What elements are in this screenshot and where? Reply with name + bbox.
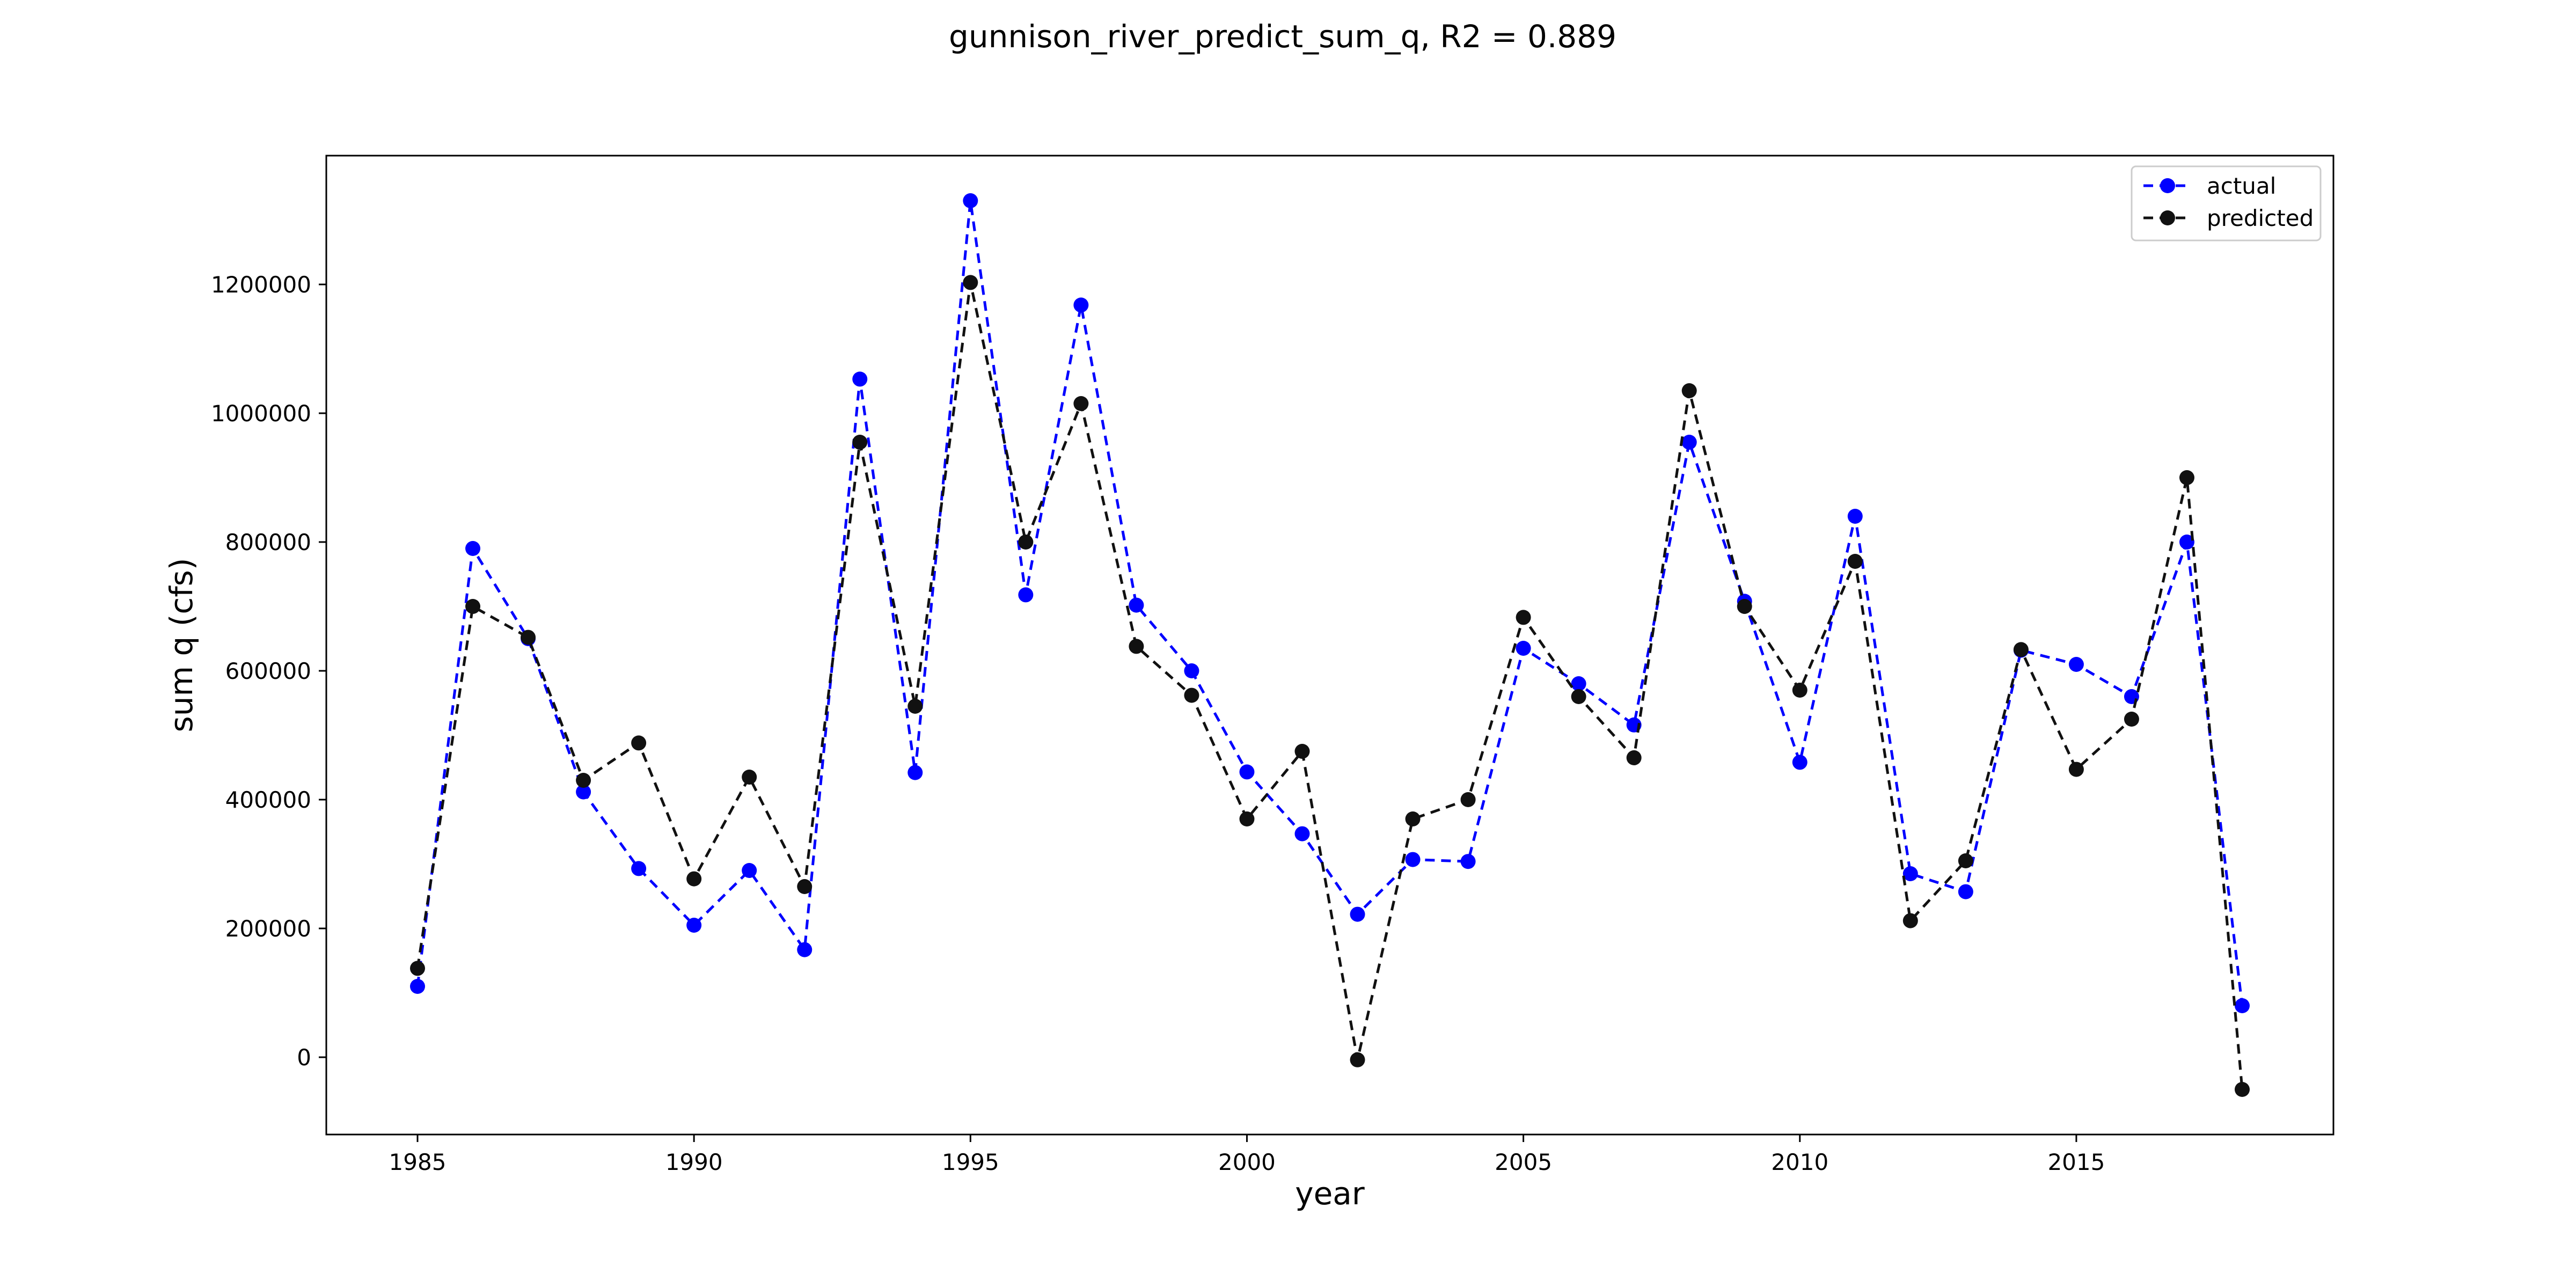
- data-point-actual: [1350, 906, 1365, 922]
- data-point-predicted: [1184, 687, 1199, 703]
- data-point-actual: [963, 193, 978, 208]
- series-actual: [410, 193, 2250, 1013]
- legend-label-predicted: predicted: [2207, 205, 2314, 231]
- data-point-actual: [410, 979, 425, 994]
- x-tick-label: 1990: [665, 1149, 723, 1175]
- data-point-predicted: [963, 275, 978, 290]
- series-line-actual: [416, 199, 2244, 1006]
- data-point-predicted: [2013, 642, 2029, 657]
- data-point-predicted: [1350, 1052, 1365, 1067]
- data-point-actual: [742, 863, 757, 878]
- data-point-predicted: [631, 735, 647, 751]
- legend: actual predicted: [2131, 165, 2322, 241]
- x-tick-label: 1985: [389, 1149, 447, 1175]
- data-point-predicted: [1405, 811, 1421, 826]
- data-point-actual: [1902, 866, 1918, 881]
- x-axis-label: year: [1295, 1175, 1365, 1212]
- data-point-predicted: [908, 699, 923, 714]
- y-tick-label: 400000: [225, 787, 311, 813]
- data-point-actual: [576, 784, 591, 800]
- data-point-actual: [1571, 676, 1586, 691]
- data-point-actual: [1184, 663, 1199, 678]
- data-point-predicted: [1294, 744, 1310, 759]
- data-point-actual: [908, 765, 923, 780]
- y-axis-label: sum q (cfs): [163, 558, 200, 733]
- x-tick-label: 2000: [1218, 1149, 1276, 1175]
- data-point-predicted: [465, 599, 481, 614]
- data-point-predicted: [742, 770, 757, 785]
- y-tick-label: 0: [297, 1044, 311, 1071]
- data-point-actual: [1792, 755, 1807, 770]
- data-point-predicted: [797, 879, 813, 894]
- data-point-predicted: [1958, 853, 1973, 868]
- data-point-predicted: [1239, 811, 1255, 826]
- data-point-predicted: [1073, 396, 1089, 411]
- data-point-actual: [1847, 509, 1863, 524]
- x-tick-label: 2005: [1495, 1149, 1552, 1175]
- y-tick-label: 200000: [225, 916, 311, 942]
- data-point-predicted: [2124, 712, 2139, 727]
- data-point-actual: [1294, 826, 1310, 841]
- data-point-actual: [1239, 764, 1255, 780]
- plot-frame: [325, 155, 2334, 1136]
- legend-entry-predicted: predicted: [2143, 205, 2314, 231]
- data-point-actual: [1681, 435, 1697, 450]
- y-tick-label: 1000000: [211, 400, 311, 427]
- legend-label-actual: actual: [2207, 173, 2276, 199]
- data-point-predicted: [1516, 610, 1531, 625]
- data-point-actual: [1958, 884, 1973, 899]
- chart-title: gunnison_river_predict_sum_q, R2 = 0.889: [949, 18, 1616, 55]
- data-point-actual: [1460, 854, 1476, 869]
- x-tick-label: 2015: [2047, 1149, 2105, 1175]
- data-point-actual: [631, 861, 647, 876]
- y-tick-label: 600000: [225, 658, 311, 684]
- data-point-actual: [797, 942, 813, 957]
- data-point-predicted: [1737, 599, 1752, 614]
- data-point-predicted: [1571, 689, 1586, 704]
- series-predicted: [410, 275, 2250, 1097]
- y-tick-label: 800000: [225, 529, 311, 555]
- data-point-actual: [686, 918, 702, 933]
- data-point-actual: [1129, 597, 1144, 613]
- data-point-actual: [1516, 641, 1531, 656]
- data-point-predicted: [1460, 792, 1476, 807]
- y-axis: 0 200000 400000 600000 800000 1000000 1200000: [211, 272, 326, 1071]
- data-point-actual: [852, 371, 868, 387]
- series-layer: [410, 193, 2250, 1097]
- data-point-predicted: [1902, 913, 1918, 928]
- data-point-predicted: [2179, 470, 2194, 485]
- series-line-predicted: [416, 281, 2244, 1090]
- x-tick-label: 1995: [942, 1149, 999, 1175]
- data-point-actual: [2235, 998, 2250, 1013]
- legend-marker-predicted: [2160, 210, 2175, 225]
- data-point-predicted: [410, 961, 425, 976]
- data-point-predicted: [576, 773, 591, 788]
- data-point-predicted: [1792, 683, 1807, 698]
- y-tick-label: 1200000: [211, 272, 311, 298]
- legend-marker-actual: [2160, 178, 2175, 193]
- data-point-predicted: [852, 435, 868, 450]
- data-point-predicted: [1626, 750, 1642, 765]
- data-point-predicted: [1681, 383, 1697, 398]
- data-point-predicted: [2235, 1082, 2250, 1097]
- data-point-actual: [465, 541, 481, 556]
- x-tick-label: 2010: [1771, 1149, 1828, 1175]
- data-point-actual: [1073, 297, 1089, 313]
- legend-entry-actual: actual: [2143, 173, 2276, 199]
- data-point-predicted: [1129, 639, 1144, 654]
- data-point-predicted: [1018, 535, 1034, 550]
- data-point-predicted: [686, 871, 702, 887]
- data-point-actual: [1405, 852, 1421, 867]
- data-point-predicted: [1847, 554, 1863, 569]
- data-point-actual: [1018, 587, 1034, 603]
- x-axis: 1985 1990 1995 2000 2005 2010 2015: [389, 1135, 2105, 1175]
- data-point-actual: [2179, 535, 2194, 550]
- data-point-predicted: [521, 630, 536, 645]
- data-point-actual: [2068, 657, 2084, 672]
- data-point-predicted: [2068, 762, 2084, 777]
